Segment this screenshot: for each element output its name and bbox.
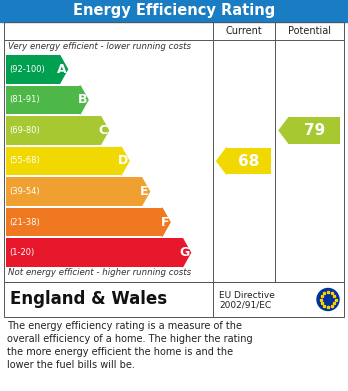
Polygon shape xyxy=(182,239,190,267)
Bar xyxy=(4,22,344,282)
Bar xyxy=(6,239,182,267)
Text: the more energy efficient the home is and the: the more energy efficient the home is an… xyxy=(7,347,233,357)
Polygon shape xyxy=(101,116,109,145)
Bar xyxy=(6,208,162,237)
Polygon shape xyxy=(80,86,88,114)
Text: Current: Current xyxy=(226,26,262,36)
Text: B: B xyxy=(78,93,87,106)
Bar xyxy=(6,177,142,206)
Polygon shape xyxy=(162,208,170,237)
Polygon shape xyxy=(60,55,68,84)
Polygon shape xyxy=(217,148,227,174)
Text: 79: 79 xyxy=(304,123,325,138)
Text: Energy Efficiency Rating: Energy Efficiency Rating xyxy=(73,4,275,18)
Text: 68: 68 xyxy=(238,154,260,169)
Text: (55-68): (55-68) xyxy=(9,156,40,165)
Text: (21-38): (21-38) xyxy=(9,218,40,227)
Text: F: F xyxy=(160,216,169,229)
Text: A: A xyxy=(57,63,66,76)
Text: C: C xyxy=(98,124,108,137)
Text: (92-100): (92-100) xyxy=(9,65,45,74)
Bar xyxy=(4,282,344,317)
Text: The energy efficiency rating is a measure of the: The energy efficiency rating is a measur… xyxy=(7,321,242,331)
Text: overall efficiency of a home. The higher the rating: overall efficiency of a home. The higher… xyxy=(7,334,253,344)
Polygon shape xyxy=(121,147,129,175)
Text: Not energy efficient - higher running costs: Not energy efficient - higher running co… xyxy=(8,268,191,277)
Text: (69-80): (69-80) xyxy=(9,126,40,135)
Text: D: D xyxy=(118,154,128,167)
Text: (81-91): (81-91) xyxy=(9,95,40,104)
Text: Very energy efficient - lower running costs: Very energy efficient - lower running co… xyxy=(8,42,191,51)
Bar xyxy=(0,0,348,22)
Polygon shape xyxy=(142,177,150,206)
Bar xyxy=(227,148,271,174)
Text: E: E xyxy=(140,185,149,198)
Text: England & Wales: England & Wales xyxy=(10,291,167,308)
Text: (39-54): (39-54) xyxy=(9,187,40,196)
Bar xyxy=(6,116,101,145)
Text: Potential: Potential xyxy=(288,26,331,36)
Text: 2002/91/EC: 2002/91/EC xyxy=(219,300,271,309)
Bar xyxy=(6,55,60,84)
Bar xyxy=(6,86,80,114)
Text: G: G xyxy=(179,246,190,259)
Text: lower the fuel bills will be.: lower the fuel bills will be. xyxy=(7,360,135,370)
Text: (1-20): (1-20) xyxy=(9,248,34,257)
Bar xyxy=(289,117,340,144)
Text: EU Directive: EU Directive xyxy=(219,291,275,300)
Polygon shape xyxy=(279,117,289,144)
Circle shape xyxy=(317,289,339,310)
Bar xyxy=(6,147,121,175)
